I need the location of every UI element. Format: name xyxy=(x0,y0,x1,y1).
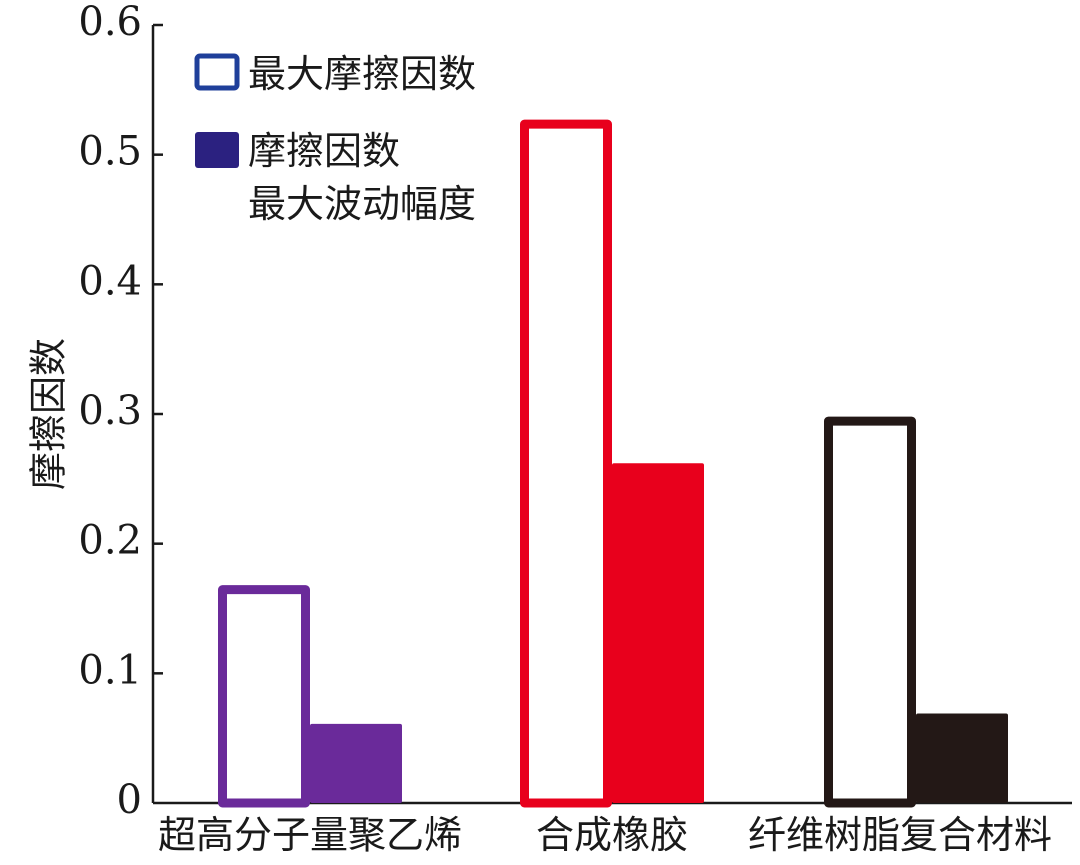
y-ticks: 0 0.1 0.2 0.3 0.4 0.5 0.6 xyxy=(78,0,163,823)
y-tick-label: 0.4 xyxy=(78,258,142,304)
bar-outline-2 xyxy=(824,416,916,808)
bar-outline-1 xyxy=(520,119,612,808)
category-label: 超高分子量聚乙烯 xyxy=(158,813,462,857)
category-label: 纤维树脂复合材料 xyxy=(748,813,1052,857)
y-tick-label: 0.1 xyxy=(78,647,142,693)
y-axis-title: 摩擦因数 xyxy=(27,338,71,490)
y-tick-label: 0 xyxy=(117,777,142,823)
bar-filled-1 xyxy=(612,463,704,803)
bar-filled-0 xyxy=(310,723,402,803)
bars xyxy=(218,119,1008,808)
category-labels: 超高分子量聚乙烯 合成橡胶 纤维树脂复合材料 xyxy=(158,813,1052,857)
y-tick-label: 0.2 xyxy=(78,518,142,564)
y-tick-label: 0.6 xyxy=(78,0,142,45)
bar-outline-0 xyxy=(218,585,310,808)
legend-label: 最大波动幅度 xyxy=(248,182,476,226)
legend-label: 最大摩擦因数 xyxy=(248,52,476,96)
legend-swatch-outline xyxy=(194,53,240,91)
y-tick-label: 0.5 xyxy=(78,129,142,175)
y-tick-label: 0.3 xyxy=(78,388,142,434)
legend-swatch-filled xyxy=(195,132,239,168)
category-label: 合成橡胶 xyxy=(536,813,688,857)
bar-filled-2 xyxy=(916,713,1008,803)
legend-label: 摩擦因数 xyxy=(248,129,400,173)
